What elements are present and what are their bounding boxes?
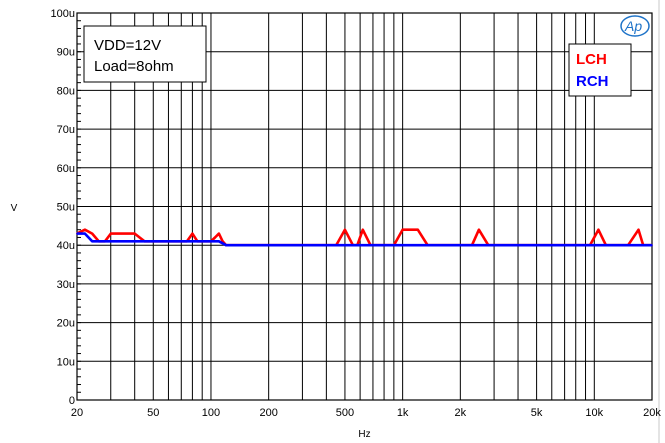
data-point-lch (362, 228, 364, 231)
plot-frame (76, 12, 653, 401)
annotation-box: VDD=12V Load=8ohm (83, 25, 207, 83)
data-point-rch (267, 244, 270, 246)
series-layer (76, 228, 653, 247)
y-tick-label: 80u (57, 85, 75, 97)
x-tick-label: 500 (336, 407, 354, 419)
x-tick-label: 50 (147, 407, 159, 419)
legend: LCH RCH (568, 43, 632, 97)
data-point-lch (417, 228, 419, 231)
data-point-rch (109, 240, 112, 243)
data-point-lch (401, 228, 404, 231)
tick-labels: 20 50 100 200 500 1k 2k 5k 10k 20k 0 10u 20u 30u 40u 50… (11, 8, 662, 440)
data-point-rch (218, 240, 220, 243)
data-point-lch (478, 228, 480, 231)
y-tick-label: 60u (57, 163, 75, 175)
data-point-rch (76, 232, 78, 235)
y-tick-label: 100u (51, 8, 75, 20)
x-tick-label: 20 (71, 407, 83, 419)
x-tick-label: 20k (643, 407, 661, 419)
y-tick-label: 90u (57, 47, 75, 59)
x-tick-label: 10k (585, 407, 603, 419)
y-axis-label: V (11, 203, 18, 214)
data-point-rch (225, 244, 227, 246)
data-point-lch (109, 232, 112, 235)
data-point-lch (133, 232, 136, 235)
legend-frame (568, 43, 632, 97)
data-point-rch (152, 240, 155, 243)
legend-lch: LCH (576, 51, 607, 68)
data-point-rch (535, 244, 538, 246)
data-point-lch (214, 236, 216, 239)
data-point-lch (91, 232, 93, 235)
data-point-rch (401, 244, 404, 246)
y-tick-label: 10u (57, 356, 75, 368)
ap-logo-text: Ap (624, 18, 642, 34)
data-point-rch (651, 244, 653, 246)
data-point-lch (344, 228, 346, 231)
x-tick-label: 100 (202, 407, 220, 419)
y-tick-label: 20u (57, 318, 75, 330)
y-tick-label: 30u (57, 279, 75, 291)
x-axis-label: Hz (358, 429, 370, 440)
x-tick-label: 200 (259, 407, 277, 419)
y-tick-label: 0 (69, 395, 75, 407)
data-point-lch (125, 232, 127, 235)
x-tick-label: 5k (531, 407, 543, 419)
data-point-lch (191, 232, 194, 235)
annotation-box-frame (83, 25, 207, 83)
y-tick-label: 50u (57, 202, 75, 214)
ap-logo-icon: Ap (620, 15, 650, 37)
data-point-lch (84, 228, 86, 231)
data-point-rch (98, 240, 100, 243)
legend-rch: RCH (576, 73, 609, 90)
data-point-rch (210, 240, 212, 243)
data-point-lch (597, 228, 600, 231)
y-tick-label: 40u (57, 240, 75, 252)
x-tick-label: 2k (455, 407, 467, 419)
data-point-lch (117, 232, 120, 235)
x-tick-label: 1k (397, 407, 409, 419)
annotation-vdd: VDD=12V (94, 37, 161, 54)
data-point-lch (218, 232, 220, 235)
data-point-rch (91, 240, 93, 243)
y-tick-label: 70u (57, 124, 75, 136)
data-point-lch (637, 228, 640, 231)
data-point-rch (84, 232, 86, 235)
annotation-load: Load=8ohm (94, 58, 174, 75)
